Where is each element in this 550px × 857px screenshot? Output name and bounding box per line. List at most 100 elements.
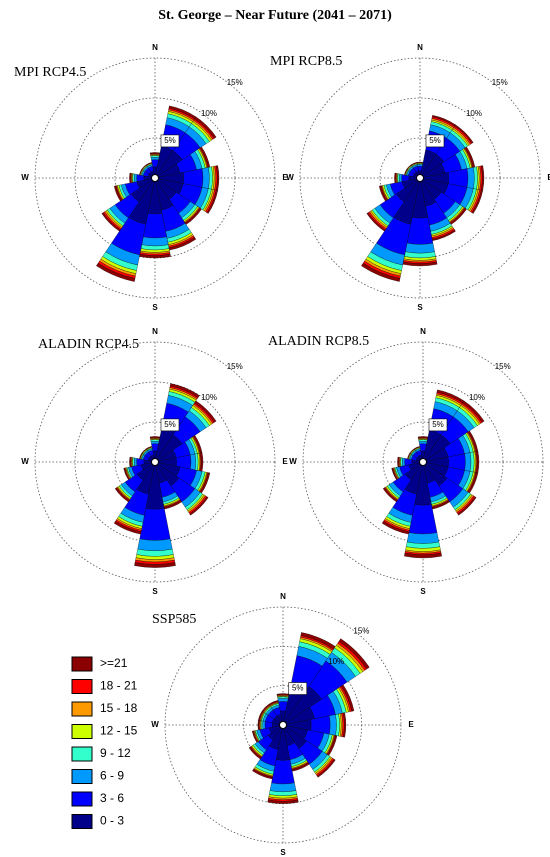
wind-segment xyxy=(454,124,474,144)
legend-label: >=21 xyxy=(100,656,128,670)
legend-label: 15 - 18 xyxy=(100,701,138,715)
grid-ring xyxy=(302,341,544,583)
wind-segment xyxy=(416,161,424,164)
wind-segment xyxy=(410,162,418,166)
wind-segment xyxy=(405,242,435,254)
wind-segment xyxy=(251,730,258,743)
chart-title: ALADIN RCP8.5 xyxy=(268,334,369,349)
ring-label: 10% xyxy=(466,109,482,118)
direction-label: E xyxy=(282,173,288,182)
legend-swatch xyxy=(71,814,93,829)
wind-segment xyxy=(123,467,130,480)
wind-rose: MPI RCP4.5 N E S W 5% 10% 15% xyxy=(14,43,288,312)
direction-label: E xyxy=(547,173,550,182)
wind-segment xyxy=(277,698,289,703)
wind-segment xyxy=(268,700,279,705)
wind-segment xyxy=(190,453,196,471)
legend-swatch xyxy=(71,791,93,807)
chart-title: MPI RCP4.5 xyxy=(14,65,86,80)
wind-segment xyxy=(114,487,130,503)
wind-segment xyxy=(466,167,475,189)
wind-segment xyxy=(137,538,173,551)
legend-label: 12 - 15 xyxy=(100,724,138,738)
wind-segment xyxy=(169,383,200,398)
direction-label: W xyxy=(21,457,29,466)
ring-label: 15% xyxy=(353,627,369,636)
direction-label: S xyxy=(152,303,158,312)
wind-segment xyxy=(189,496,209,516)
legend-label: 9 - 12 xyxy=(100,746,131,760)
legend-label: 0 - 3 xyxy=(100,814,124,828)
ring-label: 15% xyxy=(495,362,511,371)
legend-swatch xyxy=(71,656,93,672)
direction-label: S xyxy=(152,587,158,596)
wind-segment xyxy=(366,212,386,232)
wind-segment xyxy=(338,638,370,670)
ring-label: 10% xyxy=(201,109,217,118)
wind-segment xyxy=(262,720,266,730)
chart-title: MPI RCP8.5 xyxy=(270,54,342,69)
legend-swatch xyxy=(71,746,93,762)
center-hole xyxy=(419,458,427,466)
ring-label-box xyxy=(425,134,445,148)
grid-ring xyxy=(34,341,276,583)
wind-segment xyxy=(134,457,138,467)
wind-segment xyxy=(114,185,122,202)
wind-segment xyxy=(457,496,477,516)
wind-segment xyxy=(201,167,210,189)
ring-label-box xyxy=(288,682,308,695)
grid-ring xyxy=(299,57,541,299)
wind-segment xyxy=(413,446,421,450)
wind-segment xyxy=(341,684,355,712)
wind-segment xyxy=(145,162,153,166)
center-hole xyxy=(151,458,159,466)
ring-label: 5% xyxy=(292,684,304,693)
ring-label: 5% xyxy=(432,420,444,429)
wind-segment xyxy=(101,212,121,232)
wind-segment xyxy=(134,562,176,568)
ring-label: 5% xyxy=(429,136,441,145)
direction-label: S xyxy=(280,848,286,857)
direction-label: S xyxy=(420,587,426,596)
wind-segment xyxy=(379,185,387,202)
wind-segment xyxy=(96,262,136,282)
ring-label: 15% xyxy=(227,362,243,371)
direction-label: N xyxy=(152,327,158,336)
chart-title: ALADIN RCP4.5 xyxy=(38,337,139,352)
wind-rose: ALADIN RCP4.5 N E S W 5% 10% 15% xyxy=(21,327,288,596)
wind-segment xyxy=(252,769,273,780)
legend-swatch xyxy=(71,701,93,717)
wind-segment xyxy=(404,552,442,559)
wind-segment xyxy=(418,441,428,445)
wind-segment xyxy=(248,746,262,760)
direction-label: W xyxy=(289,457,297,466)
direction-label: N xyxy=(417,43,423,52)
wind-segment xyxy=(267,799,299,804)
legend-label: 6 - 9 xyxy=(100,769,124,783)
wind-segment xyxy=(406,532,440,544)
direction-label: W xyxy=(21,173,29,182)
wind-segment xyxy=(471,189,483,214)
center-hole xyxy=(151,174,159,182)
wind-segment xyxy=(462,400,485,423)
direction-label: W xyxy=(286,173,294,182)
wind-segment xyxy=(150,441,160,445)
wind-segment xyxy=(343,712,347,738)
wind-segment xyxy=(134,173,138,183)
legend-swatch xyxy=(71,679,93,694)
ring-label: 5% xyxy=(164,420,176,429)
wind-segment xyxy=(394,172,396,184)
legend: >=21 18 - 21 15 - 18 12 - 15 9 - 12 6 - 9 3 - … xyxy=(71,656,138,829)
wind-segment xyxy=(397,456,399,468)
chart-title: SSP585 xyxy=(152,612,196,627)
wind-segment xyxy=(113,520,142,535)
wind-rose: SSP585 N E S W 5% 10% 15% xyxy=(151,592,414,857)
wind-segment xyxy=(381,520,410,535)
center-hole xyxy=(416,174,424,182)
legend-label: 18 - 21 xyxy=(100,679,138,693)
wind-segment xyxy=(194,116,217,139)
ring-label: 10% xyxy=(328,657,344,666)
wind-segment xyxy=(316,758,336,778)
ring-label: 15% xyxy=(227,78,243,87)
wind-segment xyxy=(402,457,406,467)
